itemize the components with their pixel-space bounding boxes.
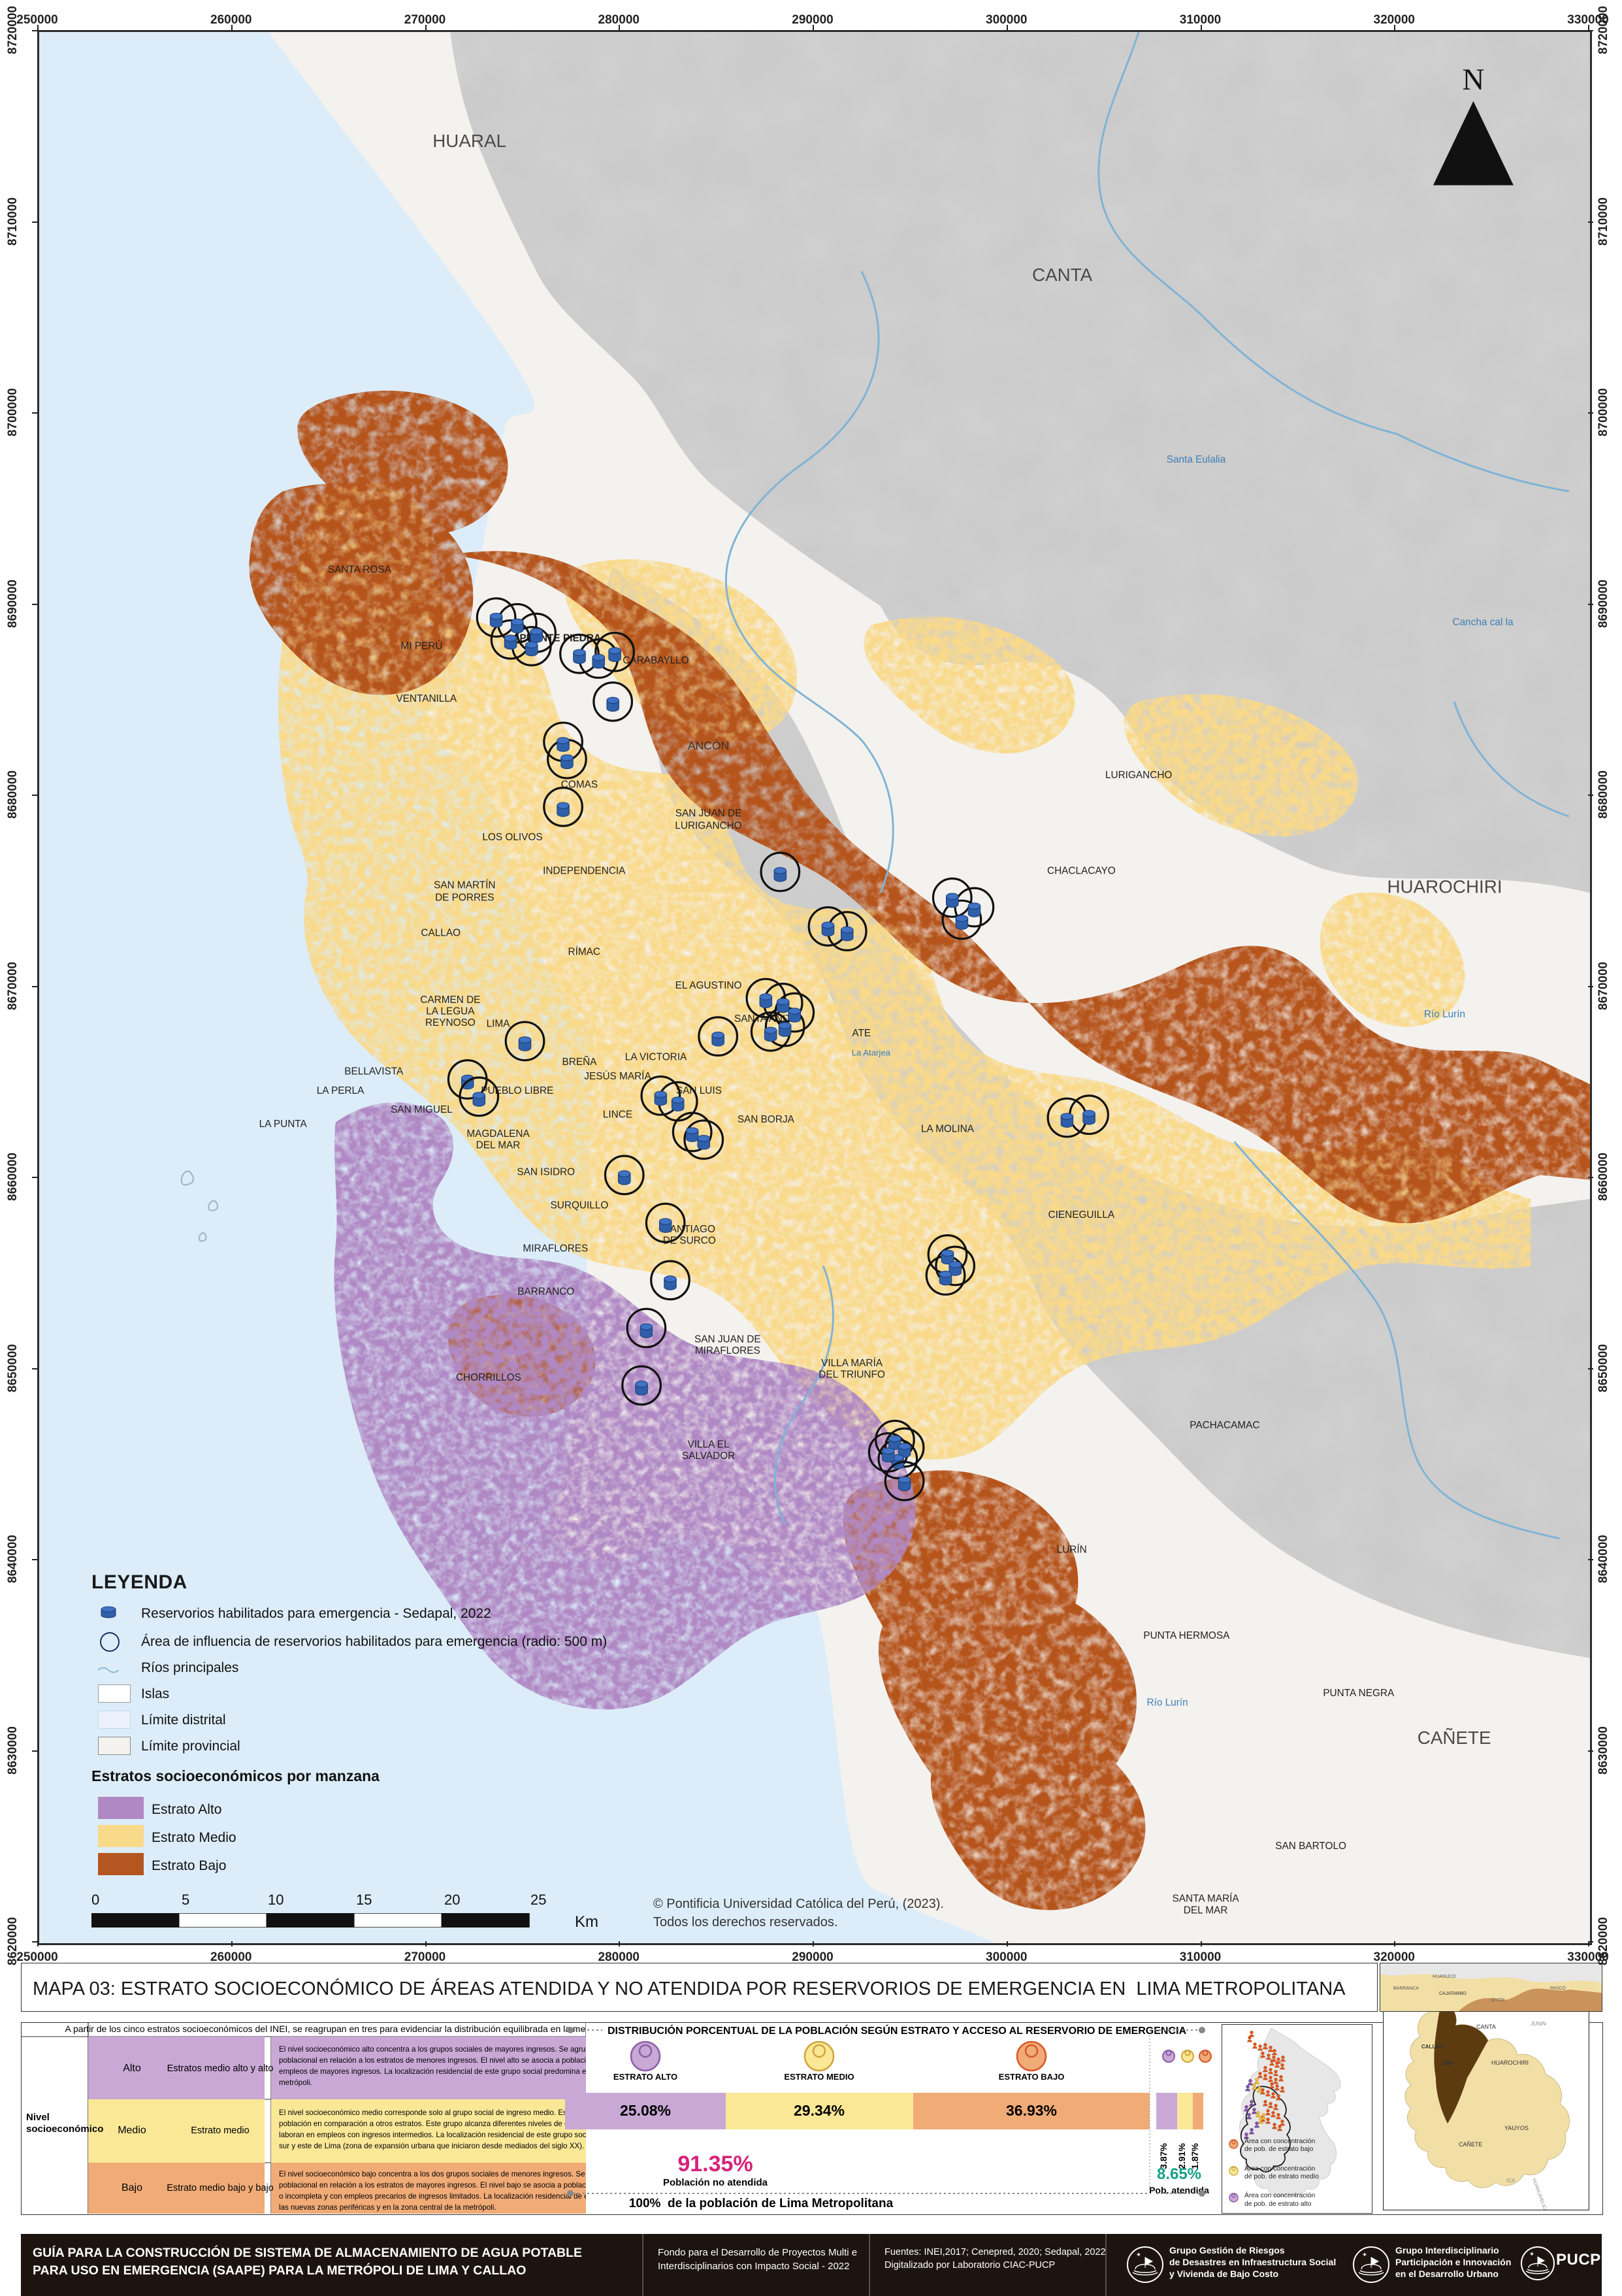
svg-text:LA PERLA: LA PERLA <box>317 1085 365 1096</box>
svg-text:DEL TRIUNFO: DEL TRIUNFO <box>819 1369 885 1381</box>
svg-text:LA LEGUA: LA LEGUA <box>426 1006 475 1017</box>
svg-text:REYNOSO: REYNOSO <box>425 1017 476 1028</box>
svg-text:MAGDALENA: MAGDALENA <box>466 1128 530 1140</box>
svg-text:SAN JUAN DE: SAN JUAN DE <box>675 808 742 819</box>
svg-text:PUNTA HERMOSA: PUNTA HERMOSA <box>1143 1630 1230 1641</box>
svg-text:Estrato medio bajo y bajo: Estrato medio bajo y bajo <box>167 2183 274 2193</box>
svg-text:SAN ISIDRO: SAN ISIDRO <box>517 1166 575 1177</box>
svg-text:CARMEN DE: CARMEN DE <box>420 994 480 1006</box>
svg-text:MI PERÚ: MI PERÚ <box>400 640 442 651</box>
svg-text:CANTA: CANTA <box>1476 2024 1496 2030</box>
svg-text:Cancha cal la: Cancha cal la <box>1453 617 1514 628</box>
svg-text:Población no atendida: Población no atendida <box>663 2177 768 2188</box>
svg-text:Estratos medio alto y alto: Estratos medio alto y alto <box>167 2063 274 2074</box>
svg-text:CHORRILLOS: CHORRILLOS <box>456 1372 521 1383</box>
svg-text:Santa Eulalia: Santa Eulalia <box>1167 454 1226 465</box>
svg-text:25.08%: 25.08% <box>620 2102 671 2119</box>
svg-text:Río Lurín: Río Lurín <box>1146 1697 1188 1709</box>
svg-text:BARRANCA: BARRANCA <box>1393 1986 1419 1991</box>
svg-text:SAN BARTOLO: SAN BARTOLO <box>1275 1841 1346 1852</box>
svg-text:LA MOLINA: LA MOLINA <box>921 1124 975 1135</box>
svg-text:36.93%: 36.93% <box>1006 2102 1057 2119</box>
svg-text:SAN MIGUEL: SAN MIGUEL <box>391 1104 453 1115</box>
svg-text:SAN MARTÍN: SAN MARTÍN <box>434 879 495 891</box>
svg-text:PASCO: PASCO <box>1550 1986 1566 1991</box>
svg-text:SAN JUAN DE: SAN JUAN DE <box>694 1334 761 1345</box>
svg-text:LIMA: LIMA <box>487 1019 511 1030</box>
svg-text:N: N <box>1463 63 1485 97</box>
svg-text:BELLAVISTA: BELLAVISTA <box>344 1066 404 1077</box>
svg-text:socioeconómico: socioeconómico <box>26 2124 103 2135</box>
svg-text:CALLAO: CALLAO <box>1421 2044 1443 2050</box>
svg-text:Alto: Alto <box>123 2063 141 2074</box>
svg-text:LOS OLIVOS: LOS OLIVOS <box>482 832 542 843</box>
svg-text:PUNTA NEGRA: PUNTA NEGRA <box>1323 1688 1395 1699</box>
svg-text:SAN BORJA: SAN BORJA <box>738 1114 795 1125</box>
svg-text:SALVADOR: SALVADOR <box>682 1451 735 1462</box>
svg-text:CAÑETE: CAÑETE <box>1418 1728 1491 1748</box>
svg-text:ANCÓN: ANCÓN <box>688 738 729 752</box>
svg-text:LURIGANCHO: LURIGANCHO <box>675 821 741 832</box>
svg-text:CAJATAMBO: CAJATAMBO <box>1439 1992 1467 1996</box>
svg-text:DE PORRES: DE PORRES <box>435 892 494 903</box>
svg-text:CIENEGUILLA: CIENEGUILLA <box>1048 1209 1115 1221</box>
svg-text:A partir de los cinco estratos: A partir de los cinco estratos socioecon… <box>65 2024 586 2034</box>
svg-text:OYON: OYON <box>1491 1998 1505 2003</box>
svg-text:VILLA EL: VILLA EL <box>688 1439 730 1451</box>
svg-text:LURÍN: LURÍN <box>1057 1545 1087 1556</box>
svg-text:JUNIN: JUNIN <box>1530 2021 1546 2027</box>
svg-text:CANTA: CANTA <box>1032 265 1093 285</box>
svg-text:SAN LUIS: SAN LUIS <box>676 1085 722 1096</box>
svg-text:ESTRATO ALTO: ESTRATO ALTO <box>613 2072 677 2082</box>
svg-text:MIRAFLORES: MIRAFLORES <box>695 1345 760 1356</box>
svg-text:La Atarjea: La Atarjea <box>852 1047 891 1057</box>
svg-text:YAUYOS: YAUYOS <box>1504 2125 1529 2131</box>
svg-text:Estrato medio: Estrato medio <box>191 2125 249 2136</box>
svg-text:LA PUNTA: LA PUNTA <box>259 1119 308 1130</box>
svg-text:8.65%: 8.65% <box>1157 2165 1201 2183</box>
svg-text:Bajo: Bajo <box>122 2182 142 2193</box>
svg-text:LIMA: LIMA <box>1441 2060 1454 2066</box>
svg-text:29.34%: 29.34% <box>794 2102 845 2119</box>
svg-text:HUAROCHIRI: HUAROCHIRI <box>1491 2059 1529 2066</box>
svg-text:PACHACAMAC: PACHACAMAC <box>1190 1420 1259 1431</box>
svg-text:ATE: ATE <box>852 1028 871 1039</box>
svg-text:RÍMAC: RÍMAC <box>568 947 601 958</box>
svg-text:91.35%: 91.35% <box>677 2152 753 2176</box>
svg-text:DEL MAR: DEL MAR <box>1184 1905 1228 1916</box>
svg-text:Medio: Medio <box>118 2125 146 2136</box>
svg-text:BREÑA: BREÑA <box>562 1057 597 1068</box>
svg-text:LINCE: LINCE <box>603 1109 632 1121</box>
svg-text:ICA: ICA <box>1506 2178 1516 2184</box>
svg-text:PUEBLO LIBRE: PUEBLO LIBRE <box>481 1085 553 1096</box>
svg-text:HUARAL: HUARAL <box>432 131 506 151</box>
svg-text:Río Lurín: Río Lurín <box>1424 1009 1465 1020</box>
svg-text:HUANUCO: HUANUCO <box>1433 1975 1456 1979</box>
svg-text:LURIGANCHO: LURIGANCHO <box>1105 770 1172 781</box>
svg-text:ESTRATO MEDIO: ESTRATO MEDIO <box>784 2072 854 2082</box>
svg-text:DEL MAR: DEL MAR <box>476 1140 521 1151</box>
svg-text:DISTRIBUCIÓN PORCENTUAL DE LA: DISTRIBUCIÓN PORCENTUAL DE LA POBLACIÓN … <box>608 2024 1186 2037</box>
svg-text:CAÑETE: CAÑETE <box>1459 2141 1483 2148</box>
svg-text:BARRANCO: BARRANCO <box>517 1286 574 1297</box>
svg-text:100% de la población de Lima: 100% de la población de Lima Metropolita… <box>629 2197 894 2210</box>
svg-text:LA VICTORIA: LA VICTORIA <box>625 1052 687 1063</box>
svg-text:SURQUILLO: SURQUILLO <box>551 1200 609 1211</box>
svg-text:ESTRATO BAJO: ESTRATO BAJO <box>999 2072 1065 2082</box>
svg-text:VENTANILLA: VENTANILLA <box>396 693 457 704</box>
svg-text:MIRAFLORES: MIRAFLORES <box>523 1243 588 1254</box>
svg-text:SANTA MARÍA: SANTA MARÍA <box>1173 1894 1240 1905</box>
svg-text:CHACLACAYO: CHACLACAYO <box>1047 865 1116 876</box>
svg-text:INDEPENDENCIA: INDEPENDENCIA <box>543 865 626 876</box>
svg-text:VILLA MARÍA: VILLA MARÍA <box>821 1358 883 1369</box>
svg-text:EL AGUSTINO: EL AGUSTINO <box>675 980 742 991</box>
svg-text:HUAROCHIRI: HUAROCHIRI <box>1387 877 1502 897</box>
svg-text:Nivel: Nivel <box>26 2112 50 2123</box>
svg-text:SANTA ROSA: SANTA ROSA <box>328 564 392 575</box>
svg-text:JESÚS MARÍA: JESÚS MARÍA <box>584 1071 651 1082</box>
svg-text:CALLAO: CALLAO <box>421 927 461 938</box>
